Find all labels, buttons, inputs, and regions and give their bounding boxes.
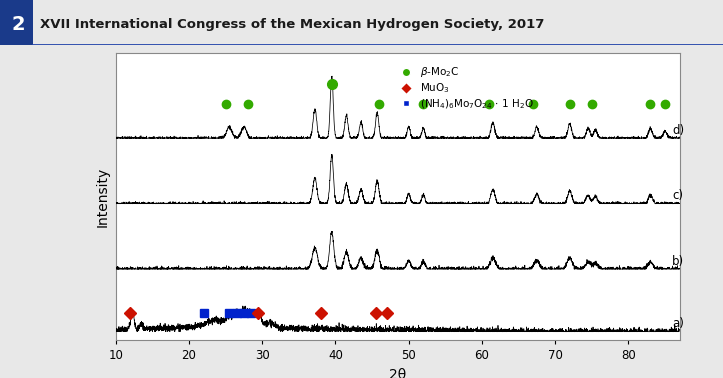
Text: b): b) (672, 255, 685, 268)
Text: a): a) (672, 317, 684, 330)
X-axis label: 2θ: 2θ (389, 368, 406, 378)
Y-axis label: Intensity: Intensity (96, 166, 110, 227)
Text: d): d) (672, 124, 685, 137)
Text: XVII International Congress of the Mexican Hydrogen Society, 2017: XVII International Congress of the Mexic… (40, 19, 544, 31)
Bar (0, 0, 33, 45)
Text: c): c) (672, 189, 683, 202)
Legend: $\beta$-Mo$_2$C, MuO$_3$, (NH$_4$)$_6$Mo$_7$O$_{24}$ $\cdot$ 1 H$_2$O: $\beta$-Mo$_2$C, MuO$_3$, (NH$_4$)$_6$Mo… (392, 61, 538, 115)
Text: 2: 2 (12, 15, 25, 34)
